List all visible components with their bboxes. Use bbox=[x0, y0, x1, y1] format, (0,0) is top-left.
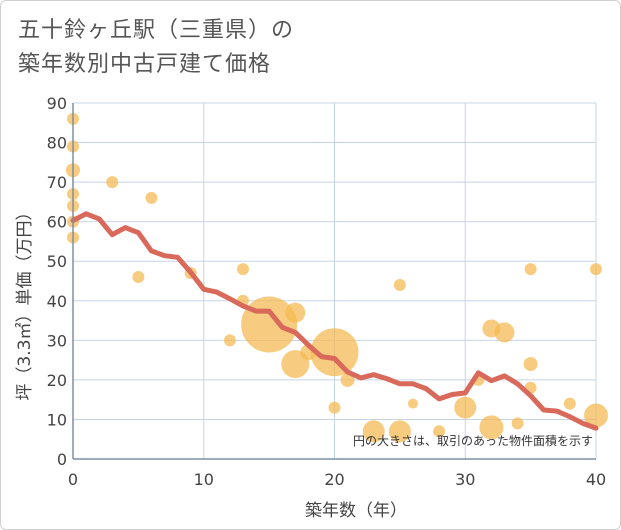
chart-svg: 0 10 20 30 40 50 60 70 80 90 0 10 20 30 40 築年数（年） 坪（3.… bbox=[0, 0, 621, 530]
data-bubble bbox=[241, 297, 297, 353]
data-bubble bbox=[394, 279, 406, 291]
x-tick-label: 30 bbox=[455, 470, 475, 489]
y-axis-label: 坪（3.3㎡）単価（万円） bbox=[15, 203, 35, 400]
y-tick-label: 10 bbox=[47, 410, 67, 429]
y-tick-label: 30 bbox=[47, 331, 67, 350]
bubble-size-note: 円の大きさは、取引のあった物件面積を示す bbox=[353, 433, 593, 448]
data-bubble bbox=[512, 417, 524, 429]
data-bubble bbox=[524, 357, 538, 371]
x-tick-label: 40 bbox=[586, 470, 606, 489]
data-bubble bbox=[590, 263, 602, 275]
y-tick-label: 60 bbox=[47, 213, 67, 232]
y-tick-label: 40 bbox=[47, 292, 67, 311]
y-tick-label: 20 bbox=[47, 371, 67, 390]
data-bubble bbox=[224, 334, 236, 346]
data-bubble bbox=[454, 397, 476, 419]
x-tick-label: 10 bbox=[194, 470, 214, 489]
y-tick-label: 90 bbox=[47, 94, 67, 113]
data-bubble bbox=[525, 263, 537, 275]
data-bubble bbox=[285, 303, 305, 323]
tick-layer: 0 10 20 30 40 50 60 70 80 90 0 10 20 30 40 bbox=[47, 94, 607, 489]
y-tick-label: 50 bbox=[47, 252, 67, 271]
data-bubble bbox=[494, 322, 514, 342]
data-bubble bbox=[106, 176, 118, 188]
data-bubble bbox=[564, 398, 576, 410]
y-tick-label: 0 bbox=[57, 450, 67, 469]
data-bubble bbox=[145, 192, 157, 204]
y-tick-label: 70 bbox=[47, 173, 67, 192]
data-bubble bbox=[329, 402, 341, 414]
x-tick-label: 0 bbox=[68, 470, 78, 489]
x-axis-label: 築年数（年） bbox=[305, 501, 407, 521]
x-tick-label: 20 bbox=[324, 470, 344, 489]
data-bubble bbox=[237, 263, 249, 275]
data-bubble bbox=[408, 399, 418, 409]
data-bubble bbox=[132, 271, 144, 283]
y-tick-label: 80 bbox=[47, 134, 67, 153]
